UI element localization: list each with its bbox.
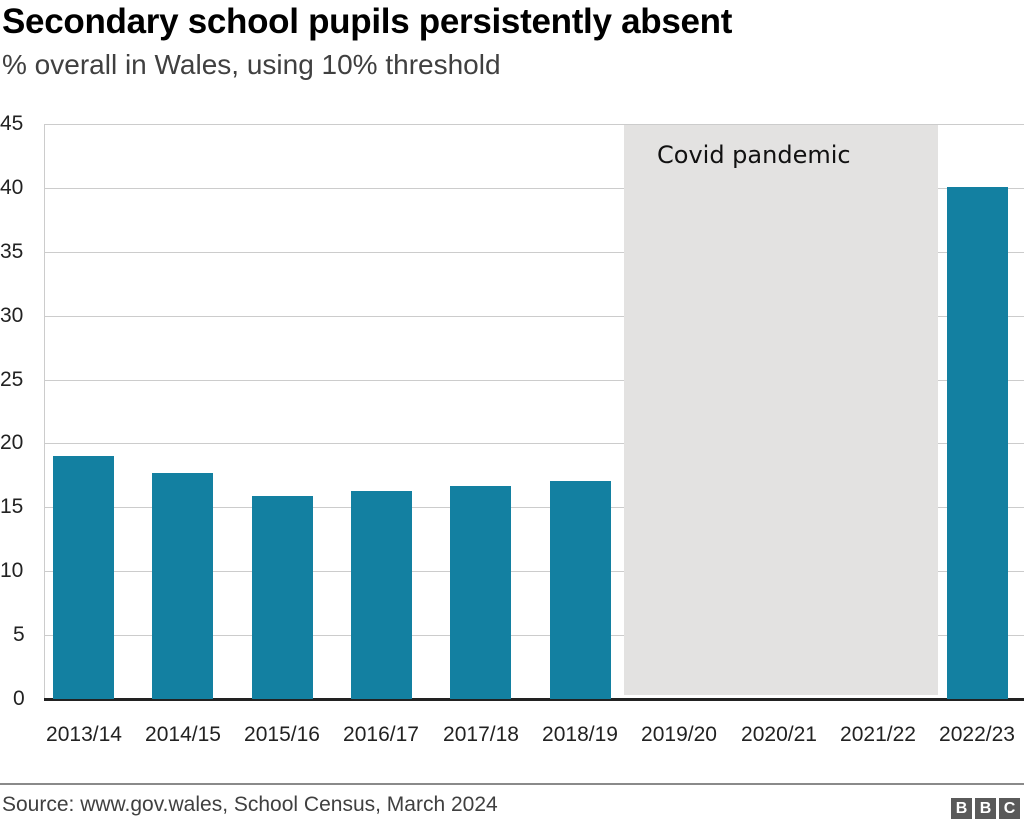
covid-annotation-label: Covid pandemic — [657, 141, 851, 169]
x-tick-label: 2018/19 — [542, 723, 618, 746]
x-tick-label: 2017/18 — [443, 723, 519, 746]
y-tick-label: 45 — [0, 112, 24, 135]
gridline — [44, 380, 1024, 381]
x-axis-baseline — [44, 698, 1024, 701]
bar — [947, 187, 1008, 699]
x-tick-label: 2020/21 — [741, 723, 817, 746]
x-tick-label: 2013/14 — [46, 723, 122, 746]
bar — [351, 491, 412, 699]
bar — [152, 473, 213, 699]
gridline — [44, 188, 1024, 189]
footer-divider — [0, 783, 1024, 785]
y-tick-label: 20 — [0, 431, 24, 454]
plot-area: Covid pandemic 0 5 10 15 20 25 30 35 40 45 2013/14… — [0, 112, 1024, 746]
x-tick-label: 2016/17 — [343, 723, 419, 746]
y-tick-label: 5 — [13, 623, 25, 646]
gridline — [44, 443, 1024, 444]
chart-title: Secondary school pupils persistently abs… — [2, 2, 733, 41]
bar — [550, 481, 611, 699]
bar — [53, 456, 114, 699]
gridline — [44, 316, 1024, 317]
bbc-logo-letter: C — [999, 798, 1020, 819]
bbc-logo: B B C — [951, 798, 1020, 819]
y-tick-label: 30 — [0, 304, 24, 327]
x-tick-label: 2019/20 — [641, 723, 717, 746]
x-tick-label: 2014/15 — [145, 723, 221, 746]
y-tick-label: 35 — [0, 240, 24, 263]
chart-subtitle: % overall in Wales, using 10% threshold — [2, 49, 501, 80]
y-tick-label: 15 — [0, 495, 24, 518]
bar — [450, 486, 511, 699]
gridline — [44, 252, 1024, 253]
x-tick-label: 2022/23 — [939, 723, 1015, 746]
gridline — [44, 124, 1024, 125]
bar — [252, 496, 313, 699]
x-tick-label: 2021/22 — [840, 723, 916, 746]
y-tick-label: 40 — [0, 176, 24, 199]
source-note: Source: www.gov.wales, School Census, Ma… — [2, 793, 498, 816]
bbc-logo-letter: B — [951, 798, 972, 819]
x-tick-label: 2015/16 — [244, 723, 320, 746]
covid-shaded-region — [624, 125, 938, 695]
y-tick-label: 0 — [13, 687, 25, 710]
bbc-logo-letter: B — [975, 798, 996, 819]
gridline — [44, 635, 1024, 636]
y-axis-line — [44, 124, 45, 699]
y-tick-label: 25 — [0, 368, 24, 391]
y-tick-label: 10 — [0, 559, 24, 582]
gridline — [44, 507, 1024, 508]
gridline — [44, 571, 1024, 572]
